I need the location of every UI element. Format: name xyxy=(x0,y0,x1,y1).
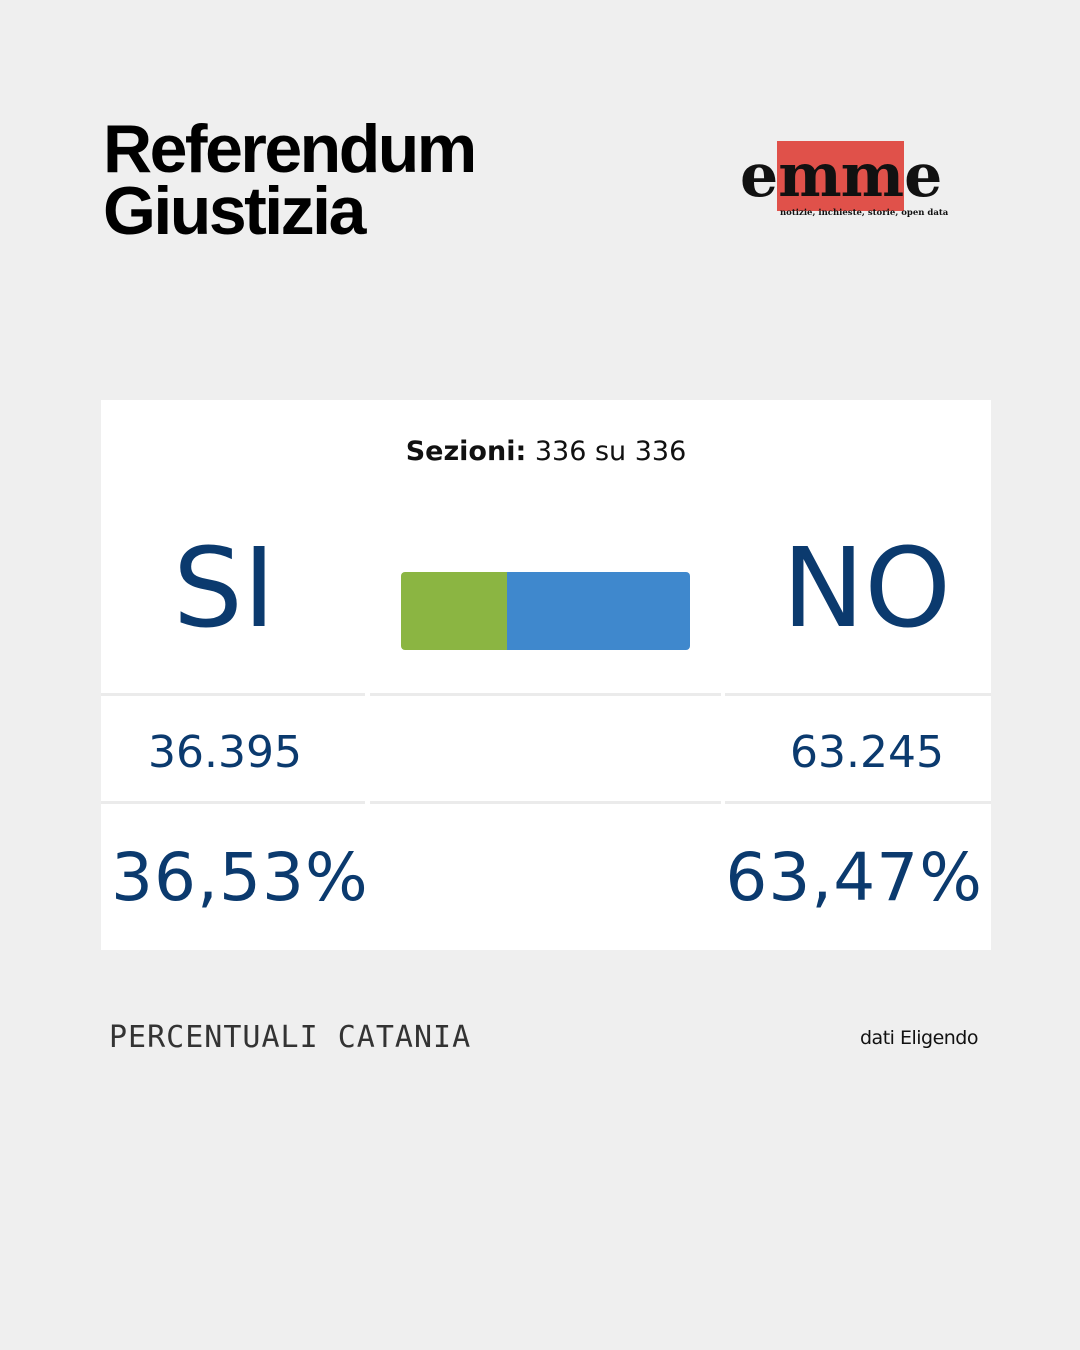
no-percent: 63,47% xyxy=(725,839,983,916)
footer-caption: PERCENTUALI CATANIA xyxy=(109,1020,472,1055)
title-line-2: Giustizia xyxy=(103,173,366,249)
logo-wordmark-pre: e xyxy=(740,141,778,211)
no-votes: 63.245 xyxy=(790,727,944,778)
logo-wordmark-highlight: mm xyxy=(777,141,905,211)
footer-source: dati Eligendo xyxy=(859,1027,979,1049)
lettera-emme-logo: lettera emme notizie, inchieste, storie,… xyxy=(740,140,980,224)
page-title: Referendum Giustizia xyxy=(103,111,477,249)
result-bar-no xyxy=(506,572,690,650)
sections-label: Sezioni: xyxy=(405,436,527,467)
divider xyxy=(370,801,721,804)
logo-wordmark: emme xyxy=(740,141,942,211)
divider xyxy=(101,693,365,696)
title-line-1: Referendum xyxy=(103,111,477,187)
divider xyxy=(101,801,365,804)
logo-wordmark-post: e xyxy=(904,141,942,211)
sections-counter: Sezioni: 336 su 336 xyxy=(101,436,991,467)
divider xyxy=(725,801,991,804)
results-card: Sezioni: 336 su 336 SI NO 36.395 63.245 … xyxy=(101,400,991,950)
logo-tagline: notizie, inchieste, storie, open data xyxy=(780,208,949,218)
result-bar-si xyxy=(401,572,507,650)
result-bar xyxy=(401,572,690,650)
si-votes: 36.395 xyxy=(148,727,302,778)
divider xyxy=(370,693,721,696)
si-label: SI xyxy=(173,524,276,652)
divider xyxy=(725,693,991,696)
no-label: NO xyxy=(782,524,951,652)
sections-value: 336 su 336 xyxy=(534,436,687,467)
si-percent: 36,53% xyxy=(111,839,369,916)
